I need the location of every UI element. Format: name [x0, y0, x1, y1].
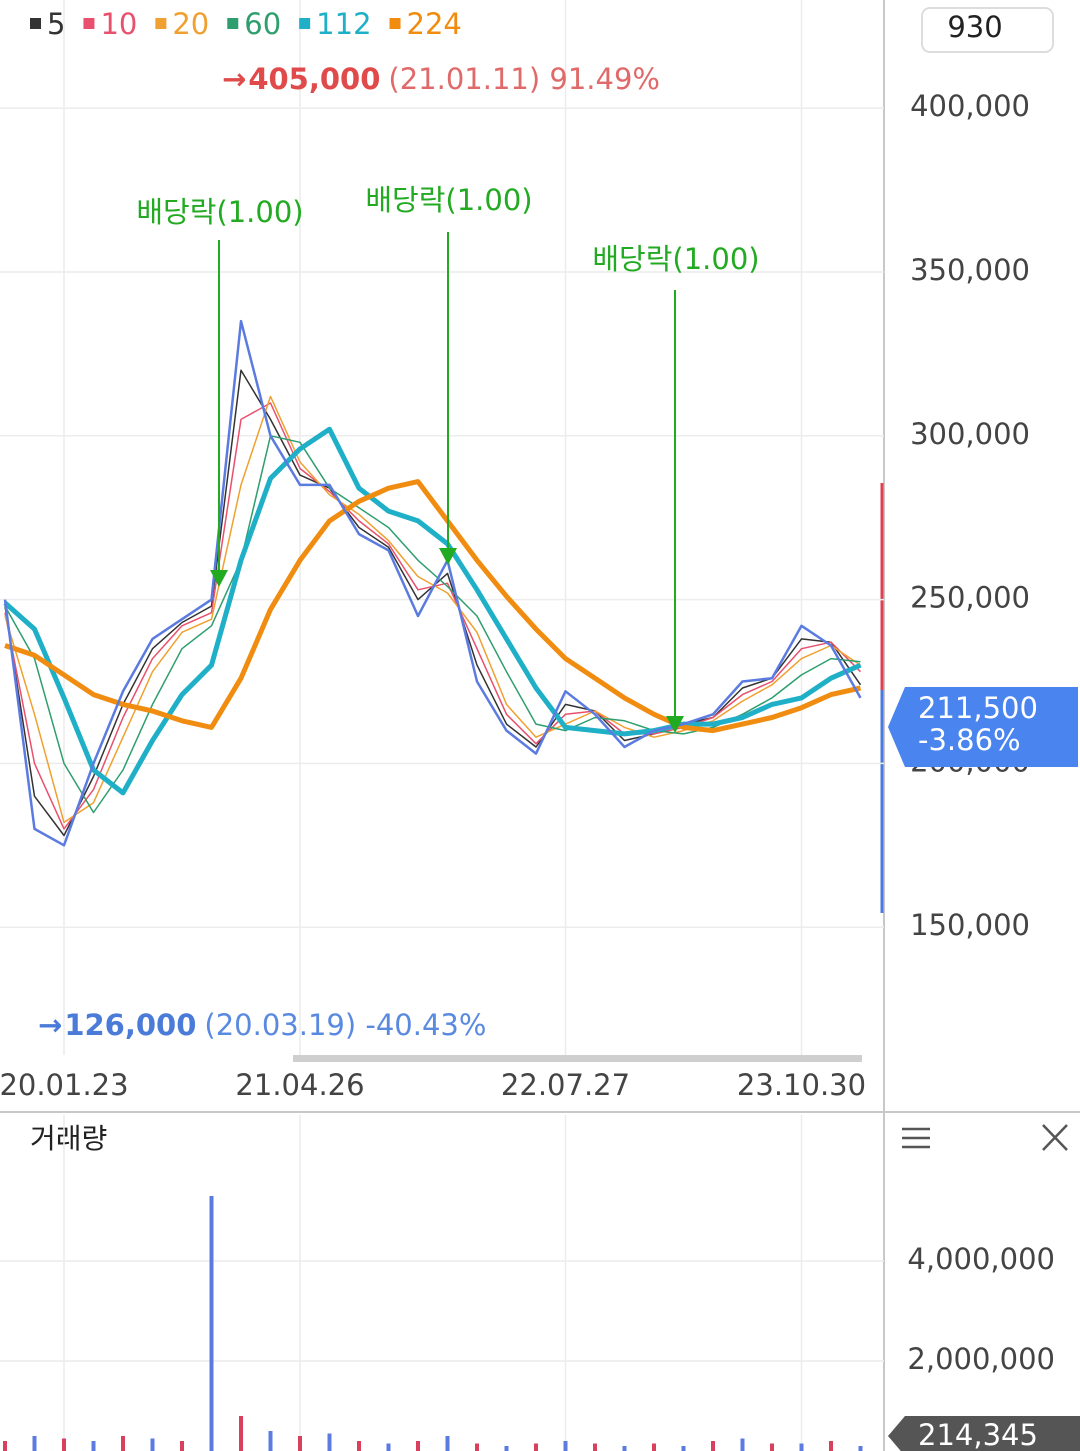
y-tick-label: 2,000,000: [907, 1342, 1055, 1376]
volume-bar: [622, 1446, 627, 1451]
volume-bar: [681, 1446, 686, 1451]
y-tick-label: 350,000: [910, 253, 1030, 287]
event-label: 배당락(1.00): [592, 242, 759, 276]
current-price-tag: [888, 687, 1078, 767]
volume-bar: [563, 1441, 568, 1451]
x-tick-label: 21.04.26: [235, 1068, 364, 1102]
legend-swatch: [299, 18, 311, 29]
menu-icon[interactable]: [902, 1127, 930, 1149]
y-tick-label: 300,000: [910, 417, 1030, 451]
legend-swatch: [83, 18, 95, 29]
volume-bar: [150, 1438, 155, 1451]
annotation-price: 405,000: [248, 62, 380, 96]
legend-label: 10: [100, 7, 137, 41]
volume-bar: [121, 1436, 125, 1451]
current-change: -3.86%: [918, 723, 1021, 757]
volume-bar: [62, 1438, 66, 1451]
volume-bar: [327, 1433, 332, 1451]
volume-bar: [386, 1443, 391, 1451]
volume-bar: [298, 1436, 302, 1451]
annotation-arrow: →: [222, 62, 246, 96]
volume-bar: [475, 1443, 479, 1451]
unit-button[interactable]: [921, 7, 1054, 53]
y-tick-label: 250,000: [910, 581, 1030, 615]
y-tick-label: 4,000,000: [907, 1242, 1055, 1276]
current-volume-tag: [888, 1416, 1080, 1451]
volume-bar: [416, 1441, 420, 1451]
event-label: 배당락(1.00): [136, 195, 303, 229]
volume-title: 거래량: [30, 1122, 107, 1155]
y-tick-label: 400,000: [910, 89, 1030, 123]
unit-button-label[interactable]: 930: [947, 10, 1002, 44]
annotation-detail: (21.01.11) 91.49%: [388, 62, 660, 96]
event-arrow: [666, 716, 684, 733]
y-tick-label: 150,000: [910, 908, 1030, 942]
volume-bar: [858, 1446, 863, 1451]
volume-bar: [180, 1441, 184, 1451]
event-label: 배당락(1.00): [365, 183, 532, 217]
volume-bar: [3, 1441, 7, 1451]
legend-swatch: [227, 18, 239, 29]
ma-line: [4, 395, 861, 824]
volume-bar: [91, 1441, 96, 1451]
legend-swatch: [389, 18, 401, 29]
event-arrow: [439, 548, 457, 565]
volume-bar: [357, 1441, 361, 1451]
event-arrow: [210, 570, 228, 587]
legend-label: 20: [172, 7, 209, 41]
volume-bar: [209, 1196, 214, 1451]
volume-bar: [770, 1443, 774, 1451]
price-line: [3, 319, 862, 847]
volume-bar: [652, 1443, 656, 1451]
volume-bar: [32, 1436, 37, 1451]
legend-label: 224: [407, 7, 462, 41]
volume-bar: [593, 1443, 597, 1451]
legend-swatch: [30, 18, 41, 29]
current-volume: 214,345: [918, 1418, 1038, 1451]
annotation-detail: (20.03.19) -40.43%: [204, 1008, 486, 1042]
legend-swatch: [155, 18, 167, 29]
annotation-price: 126,000: [64, 1008, 196, 1042]
x-tick-label: 22.07.27: [501, 1068, 630, 1102]
volume-bar: [504, 1446, 509, 1451]
volume-bar: [239, 1416, 243, 1451]
volume-bar: [799, 1443, 804, 1451]
legend-label: 60: [244, 7, 281, 41]
x-tick-label: 23.10.30: [737, 1068, 866, 1102]
ma-line: [4, 479, 862, 734]
volume-bar: [445, 1436, 450, 1451]
annotation-arrow: →: [38, 1008, 62, 1042]
volume-bar: [829, 1441, 833, 1451]
current-price: 211,500: [918, 691, 1038, 725]
legend-label: 112: [316, 7, 371, 41]
scrollbar[interactable]: [293, 1055, 862, 1062]
volume-bar: [740, 1438, 745, 1451]
x-axis-band: [0, 1062, 884, 1112]
close-icon[interactable]: [1042, 1124, 1068, 1151]
x-tick-label: 20.01.23: [0, 1068, 129, 1102]
volume-bar: [711, 1441, 715, 1451]
volume-bar: [534, 1443, 538, 1451]
volume-bar: [268, 1431, 273, 1451]
ma-line: [3, 426, 862, 796]
legend-label: 5: [47, 7, 65, 41]
